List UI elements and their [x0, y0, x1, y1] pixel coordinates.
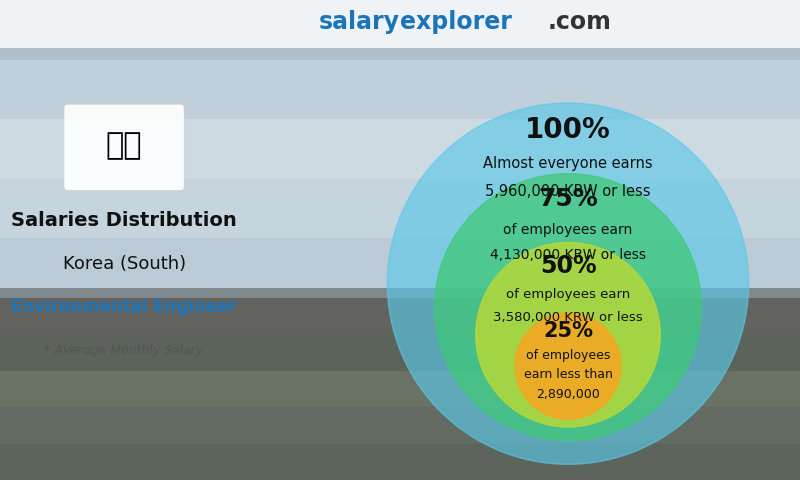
- Bar: [0, 444, 800, 480]
- Text: Environmental Engineer: Environmental Engineer: [11, 298, 237, 316]
- Text: Almost everyone earns: Almost everyone earns: [483, 156, 653, 171]
- Bar: [0, 298, 800, 334]
- Text: * Average Monthly Salary: * Average Monthly Salary: [45, 344, 204, 357]
- Text: Korea (South): Korea (South): [62, 255, 186, 273]
- Circle shape: [387, 103, 749, 464]
- Bar: [0, 0, 800, 60]
- Text: earn less than: earn less than: [523, 369, 613, 382]
- Text: 5,960,000 KRW or less: 5,960,000 KRW or less: [486, 184, 650, 199]
- Bar: [0, 371, 800, 407]
- Circle shape: [515, 313, 621, 419]
- Text: 4,130,000 KRW or less: 4,130,000 KRW or less: [490, 248, 646, 262]
- Text: 100%: 100%: [525, 117, 611, 144]
- Text: 2,890,000: 2,890,000: [536, 388, 600, 401]
- Text: 🇰🇷: 🇰🇷: [106, 131, 142, 160]
- Bar: [0, 60, 800, 119]
- Circle shape: [476, 242, 660, 427]
- FancyBboxPatch shape: [64, 104, 184, 191]
- Text: 25%: 25%: [543, 321, 593, 341]
- Bar: [0, 288, 800, 480]
- Text: Salaries Distribution: Salaries Distribution: [11, 211, 237, 230]
- Text: 3,580,000 KRW or less: 3,580,000 KRW or less: [493, 312, 643, 324]
- Bar: [0, 179, 800, 238]
- Text: .com: .com: [548, 10, 612, 34]
- Bar: [0, 407, 800, 444]
- Text: of employees: of employees: [526, 349, 610, 362]
- Text: of employees earn: of employees earn: [506, 288, 630, 301]
- Text: explorer: explorer: [400, 10, 512, 34]
- Bar: [0, 238, 800, 298]
- Text: 50%: 50%: [540, 254, 596, 278]
- Text: of employees earn: of employees earn: [503, 223, 633, 237]
- Bar: [0, 119, 800, 179]
- Text: 75%: 75%: [538, 187, 598, 211]
- Bar: [0, 334, 800, 371]
- Text: salary: salary: [319, 10, 400, 34]
- Bar: [0, 0, 800, 48]
- Circle shape: [434, 174, 702, 441]
